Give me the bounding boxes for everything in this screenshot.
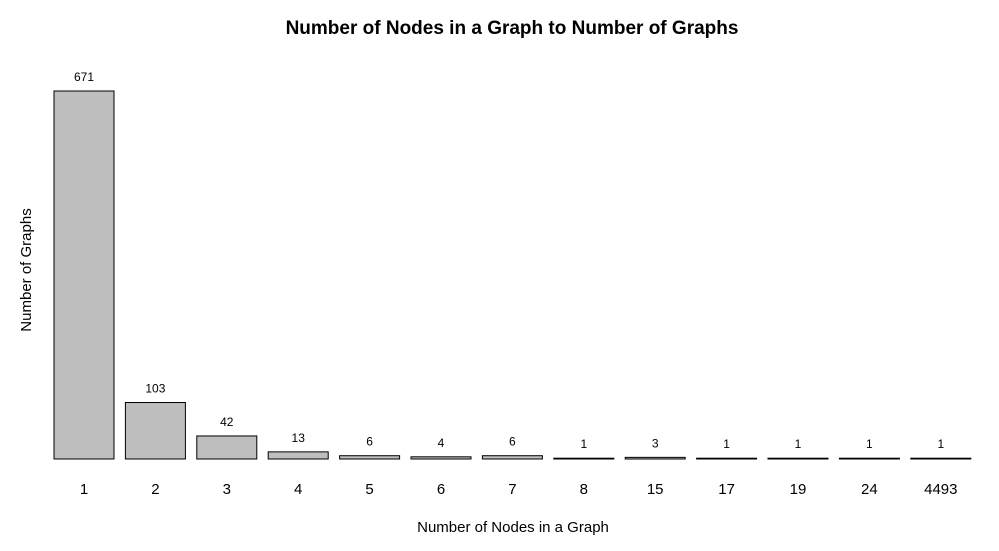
data-label-24: 1 bbox=[866, 437, 873, 451]
bar-4493 bbox=[910, 457, 972, 460]
data-label-19: 1 bbox=[795, 437, 802, 451]
data-label-7: 6 bbox=[509, 435, 516, 449]
bar-19 bbox=[767, 457, 829, 460]
x-tick-label-4493: 4493 bbox=[924, 481, 957, 498]
x-tick-label-7: 7 bbox=[508, 481, 516, 498]
data-label-1: 671 bbox=[74, 70, 94, 84]
bar-1 bbox=[53, 90, 115, 460]
x-tick-label-5: 5 bbox=[365, 481, 373, 498]
x-tick-label-15: 15 bbox=[647, 481, 664, 498]
x-tick-label-1: 1 bbox=[80, 481, 88, 498]
data-label-2: 103 bbox=[145, 382, 165, 396]
bar-15 bbox=[624, 456, 686, 460]
data-label-5: 6 bbox=[366, 435, 373, 449]
chart-title: Number of Nodes in a Graph to Number of … bbox=[286, 18, 739, 39]
data-label-6: 4 bbox=[438, 436, 445, 450]
x-tick-label-24: 24 bbox=[861, 481, 878, 498]
x-tick-label-17: 17 bbox=[718, 481, 735, 498]
bar-4 bbox=[267, 451, 329, 460]
data-label-17: 1 bbox=[723, 437, 730, 451]
data-label-4: 13 bbox=[292, 431, 306, 445]
x-tick-label-3: 3 bbox=[223, 481, 231, 498]
y-axis-label: Number of Graphs bbox=[18, 208, 35, 331]
x-tick-label-6: 6 bbox=[437, 481, 445, 498]
x-tick-label-19: 19 bbox=[790, 481, 807, 498]
x-tick-label-2: 2 bbox=[151, 481, 159, 498]
bar-6 bbox=[410, 456, 472, 460]
x-axis-label: Number of Nodes in a Graph bbox=[417, 519, 609, 536]
bar-3 bbox=[196, 435, 258, 460]
data-label-4493: 1 bbox=[937, 437, 944, 451]
x-tick-label-4: 4 bbox=[294, 481, 302, 498]
bar-5 bbox=[339, 455, 401, 460]
bar-2 bbox=[124, 402, 186, 460]
data-label-3: 42 bbox=[220, 415, 234, 429]
bar-24 bbox=[838, 457, 900, 460]
bar-17 bbox=[696, 457, 758, 460]
data-label-8: 1 bbox=[580, 437, 587, 451]
bar-8 bbox=[553, 457, 615, 460]
data-label-15: 3 bbox=[652, 436, 659, 450]
x-tick-label-8: 8 bbox=[580, 481, 588, 498]
bar-7 bbox=[481, 455, 543, 460]
